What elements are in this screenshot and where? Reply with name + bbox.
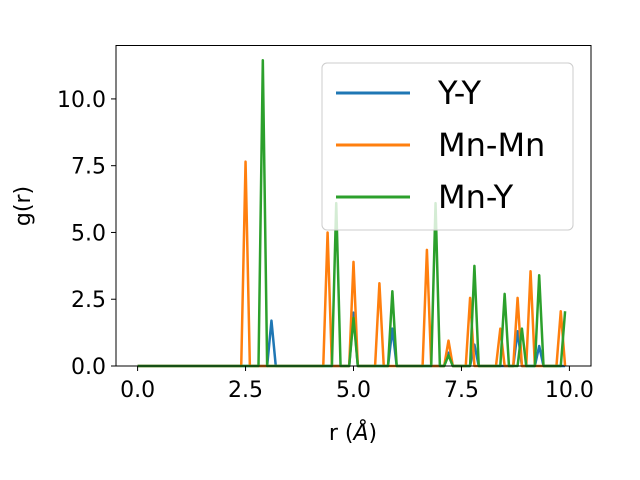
y-tick-label: 7.5: [71, 155, 106, 180]
y-tick-label: 2.5: [71, 288, 106, 313]
x-axis: 0.0 2.5 5.0 7.5 10.0: [120, 366, 594, 403]
y-tick-label: 10.0: [57, 88, 106, 113]
x-axis-label: r (Å): [329, 419, 377, 446]
x-tick-label: 0.0: [120, 378, 155, 403]
y-axis: 0.0 2.5 5.0 7.5 10.0: [57, 88, 116, 380]
x-tick-label: 2.5: [228, 378, 263, 403]
x-tick-label: 10.0: [545, 378, 594, 403]
legend-label-y-y: Y-Y: [437, 74, 482, 112]
y-axis-label: g(r): [11, 186, 36, 226]
legend-label-mn-y: Mn-Y: [438, 178, 514, 216]
legend: Y-Y Mn-Mn Mn-Y: [321, 62, 574, 231]
y-tick-label: 0.0: [71, 355, 106, 380]
y-tick-label: 5.0: [71, 221, 106, 246]
x-tick-label: 7.5: [444, 378, 479, 403]
legend-frame: [321, 62, 574, 231]
legend-label-mn-mn: Mn-Mn: [438, 126, 545, 164]
x-tick-label: 5.0: [336, 378, 371, 403]
